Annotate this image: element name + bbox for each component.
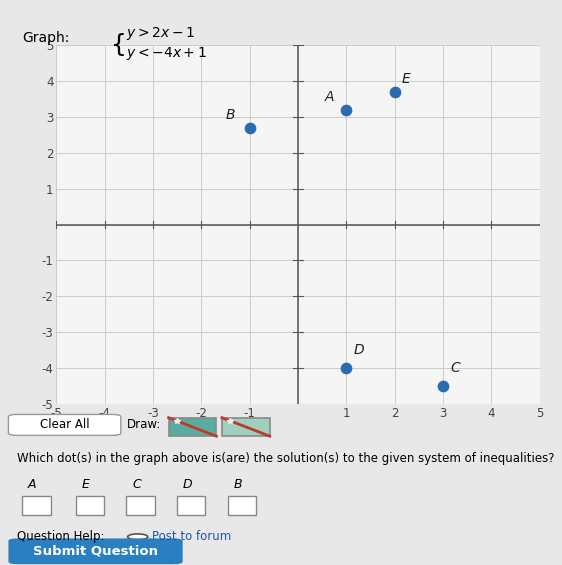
FancyBboxPatch shape (76, 496, 104, 515)
Text: E: E (81, 478, 89, 491)
Text: Submit Question: Submit Question (33, 545, 158, 558)
Circle shape (128, 534, 148, 540)
Point (342, 364, 351, 373)
Text: B: B (233, 478, 242, 491)
Text: C: C (132, 478, 141, 491)
Text: $y < -4x + 1$: $y < -4x + 1$ (126, 45, 207, 62)
Point (342, 105, 351, 114)
Text: $\{$: $\{$ (110, 31, 124, 58)
Text: Question Help:: Question Help: (17, 529, 105, 542)
Text: B: B (225, 108, 235, 123)
Text: E: E (402, 72, 410, 86)
Text: Draw:: Draw: (126, 418, 161, 431)
Point (438, 381, 447, 390)
Text: C: C (450, 361, 460, 375)
Text: D: D (353, 344, 364, 357)
FancyBboxPatch shape (22, 496, 51, 515)
FancyBboxPatch shape (169, 418, 216, 436)
Point (390, 88, 399, 97)
Text: A: A (324, 90, 334, 105)
Text: Which dot(s) in the graph above is(are) the solution(s) to the given system of i: Which dot(s) in the graph above is(are) … (17, 452, 554, 466)
FancyBboxPatch shape (222, 418, 270, 436)
FancyBboxPatch shape (177, 496, 205, 515)
FancyBboxPatch shape (126, 496, 155, 515)
Text: Post to forum: Post to forum (152, 529, 231, 542)
Text: D: D (183, 478, 192, 491)
Text: $y > 2x - 1$: $y > 2x - 1$ (126, 25, 196, 42)
FancyBboxPatch shape (8, 538, 183, 564)
Point (245, 123, 254, 132)
Text: Graph:: Graph: (22, 31, 70, 45)
FancyBboxPatch shape (8, 415, 121, 436)
Text: Clear All: Clear All (40, 418, 89, 431)
Text: A: A (28, 478, 37, 491)
FancyBboxPatch shape (228, 496, 256, 515)
